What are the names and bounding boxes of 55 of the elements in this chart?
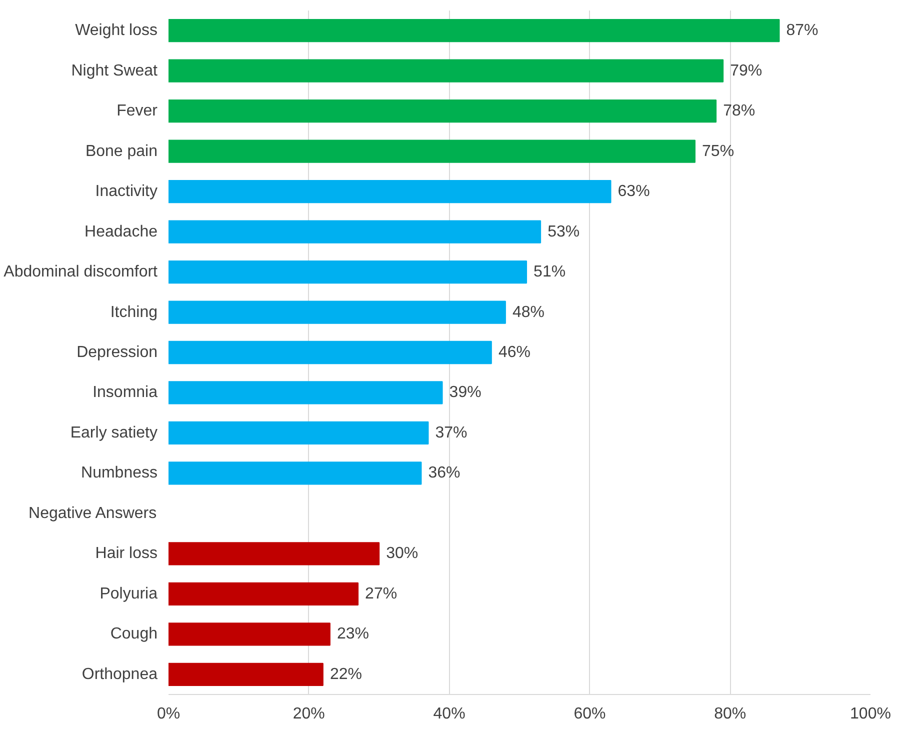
data-label: 51%: [534, 264, 566, 281]
bar: [168, 542, 380, 566]
y-tick-label: Inactivity: [95, 183, 158, 200]
data-label: 39%: [449, 384, 482, 402]
data-label: 36%: [428, 464, 460, 482]
data-label: 75%: [702, 142, 734, 160]
data-label: 23%: [336, 626, 370, 643]
bar: [168, 340, 492, 364]
bar: [168, 140, 696, 163]
y-tick-label: Headache: [84, 223, 158, 240]
y-tick-label: Hair loss: [95, 545, 158, 562]
y-tick-label: Depression: [76, 344, 158, 361]
data-label: 48%: [512, 304, 545, 321]
data-label: 87%: [786, 22, 818, 40]
bar: [168, 421, 429, 445]
y-tick-label: Fever: [116, 102, 158, 120]
data-label: 22%: [330, 666, 362, 683]
data-label: 30%: [386, 545, 418, 562]
bar: [168, 662, 324, 686]
bar: [168, 220, 542, 244]
data-label: 79%: [730, 62, 762, 80]
x-tick-label: 60%: [574, 706, 606, 722]
y-tick-label: Abdominal discomfort: [4, 264, 158, 281]
y-tick-label: Cough: [110, 626, 158, 643]
x-tick-label: 80%: [714, 706, 746, 722]
data-label: 46%: [498, 344, 530, 361]
y-tick-label: Numbness: [81, 464, 158, 482]
y-tick-label: Insomnia: [92, 384, 158, 402]
y-tick-label: Early satiety: [70, 424, 158, 442]
bar: [168, 180, 612, 204]
bar: [168, 582, 359, 606]
bar: [168, 462, 422, 485]
x-tick-label: 100%: [850, 706, 891, 722]
bar: [168, 622, 330, 646]
data-label: 37%: [435, 424, 468, 442]
bar: [168, 381, 443, 404]
bar: [168, 100, 717, 123]
bar: [168, 19, 780, 42]
bar: [168, 260, 528, 284]
bar: [168, 300, 506, 324]
data-label: 63%: [618, 183, 650, 200]
x-tick-label: 40%: [433, 706, 466, 722]
x-tick-label: 20%: [292, 706, 325, 722]
data-label: 53%: [548, 223, 580, 240]
data-label: 27%: [365, 585, 398, 602]
x-tick-label: 0%: [156, 706, 180, 722]
y-tick-label: Polyuria: [100, 585, 158, 602]
y-tick-label: Night Sweat: [71, 62, 158, 80]
y-tick-label: Itching: [110, 304, 158, 321]
bar: [168, 59, 724, 82]
y-tick-label: Weight loss: [75, 22, 158, 40]
y-tick-label: Orthopnea: [82, 666, 158, 683]
y-tick-label: Negative Answers: [28, 504, 157, 522]
data-label: 78%: [723, 102, 756, 120]
y-tick-label: Bone pain: [85, 142, 158, 160]
